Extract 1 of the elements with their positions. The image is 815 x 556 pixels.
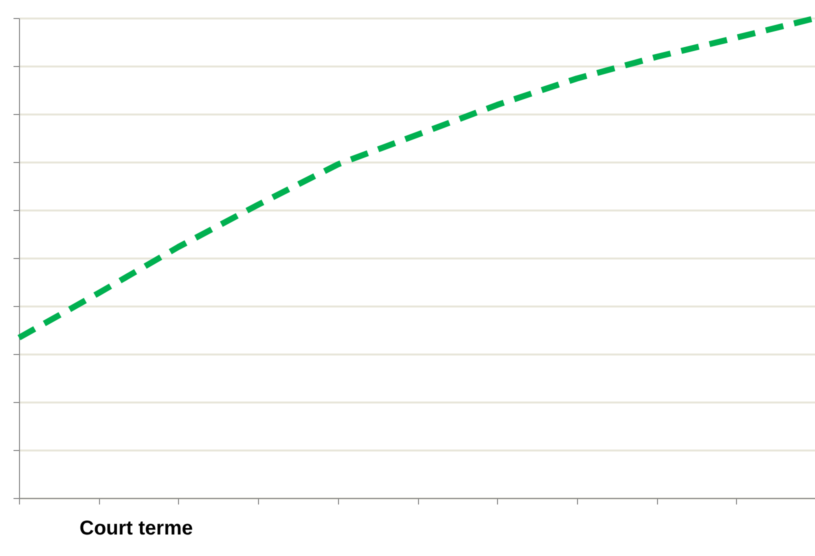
x-axis-title: Court terme [80,518,193,540]
